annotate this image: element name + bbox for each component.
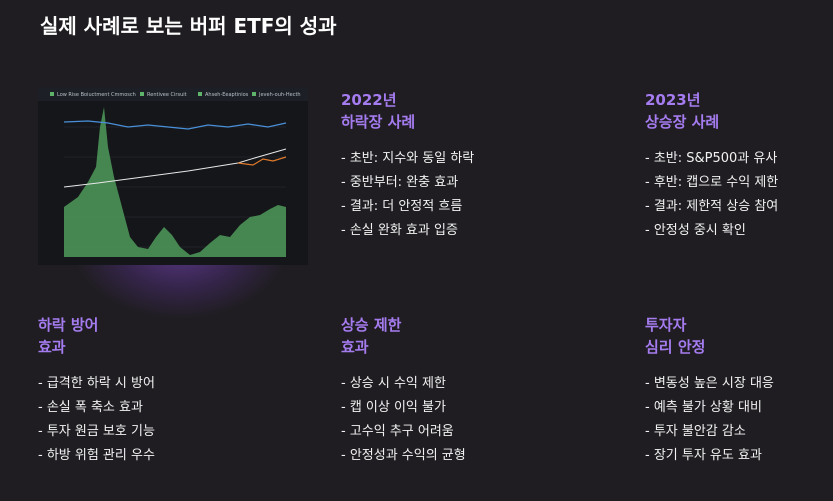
bullet-item: - 초반: S&P500과 유사 — [645, 151, 778, 166]
legend-label: Jeveh-ouh-Hecth — [258, 92, 301, 98]
section-title-line: 상승 제한 — [341, 316, 402, 334]
section-title-line: 심리 안정 — [645, 338, 706, 356]
image-line — [63, 120, 287, 130]
bullet-item: - 후반: 캡으로 수익 제한 — [645, 175, 779, 190]
section: 2022년 하락장 사례 - 초반: 지수와 동일 하락 - 중반부터: 완충 효과 -… — [341, 89, 521, 243]
legend-swatch — [50, 92, 54, 96]
bullet-item: - 변동성 높은 시장 대응 — [645, 376, 774, 391]
bullet-item: - 손실 폭 축소 효과 — [38, 400, 143, 415]
bullet-item: - 캡 이상 이익 불가 — [341, 400, 446, 415]
bullet-list: - 급격한 하락 시 방어 - 손실 폭 축소 효과 - 투자 원금 보호 기능 - … — [38, 372, 218, 468]
legend-bar — [38, 87, 308, 101]
bullet-item: - 하방 위험 관리 우수 — [38, 448, 155, 463]
bullet-item: - 안정성 중시 확인 — [645, 223, 746, 238]
bullet-item: - 안정성과 수익의 균형 — [341, 448, 466, 463]
section-title-line: 하락장 사례 — [341, 113, 416, 131]
legend-swatch — [140, 92, 144, 96]
bullet-item: - 손실 완화 효과 입증 — [341, 223, 458, 238]
section-title-line: 2022년 — [341, 91, 397, 109]
legend-label: Rentivee Cirsuit — [147, 92, 187, 98]
section-title-line: 투자자 — [645, 316, 687, 334]
image-area — [64, 107, 286, 257]
bullet-item: - 결과: 제한적 상승 참여 — [645, 199, 779, 214]
bullet-item: - 고수익 추구 어려움 — [341, 424, 454, 439]
image-line — [237, 156, 287, 166]
legend-swatch — [198, 92, 202, 96]
bullet-list: - 초반: 지수와 동일 하락 - 중반부터: 완충 효과 - 결과: 더 안정적 … — [341, 147, 521, 243]
bullet-item: - 중반부터: 완충 효과 — [341, 175, 459, 190]
legend-swatch — [252, 92, 256, 96]
bullet-item: - 초반: 지수와 동일 하락 — [341, 151, 475, 166]
bullet-item: - 급격한 하락 시 방어 — [38, 376, 155, 391]
bullet-item: - 투자 원금 보호 기능 — [38, 424, 155, 439]
bullet-item: - 투자 불안감 감소 — [645, 424, 746, 439]
legend-label: Low Rise Boiuctment Cmmosch — [57, 92, 136, 98]
section-title-line: 상승장 사례 — [645, 113, 720, 131]
bullet-item: - 상승 시 수익 제한 — [341, 376, 446, 391]
bullet-list: - 상승 시 수익 제한 - 캡 이상 이익 불가 - 고수익 추구 어려움 - 안정… — [341, 372, 521, 468]
legend-label: Ahseh-Eeaptinios — [205, 92, 249, 98]
chart-image: Low Rise Boiuctment Cmmosch Rentivee Cirs… — [38, 87, 308, 265]
bullet-item: - 결과: 더 안정적 흐름 — [341, 199, 463, 214]
section-title-line: 효과 — [341, 338, 369, 356]
bullet-list: - 변동성 높은 시장 대응 - 예측 불가 상황 대비 - 투자 불안감 감소 - … — [645, 372, 825, 468]
slide-title: 실제 사례로 보는 버퍼 ETF의 성과 — [40, 14, 337, 38]
bullet-list: - 초반: S&P500과 유사 - 후반: 캡으로 수익 제한 - 결과: 제한적… — [645, 147, 825, 243]
section-title-line: 2023년 — [645, 91, 701, 109]
section-title-line: 하락 방어 — [38, 316, 99, 334]
bullet-item: - 예측 불가 상황 대비 — [645, 400, 762, 415]
bullet-item: - 장기 투자 유도 효과 — [645, 448, 762, 463]
legend: Low Rise Boiuctment Cmmosch Rentivee Cirs… — [50, 92, 301, 98]
section-title-line: 효과 — [38, 338, 66, 356]
image-line — [63, 148, 287, 188]
